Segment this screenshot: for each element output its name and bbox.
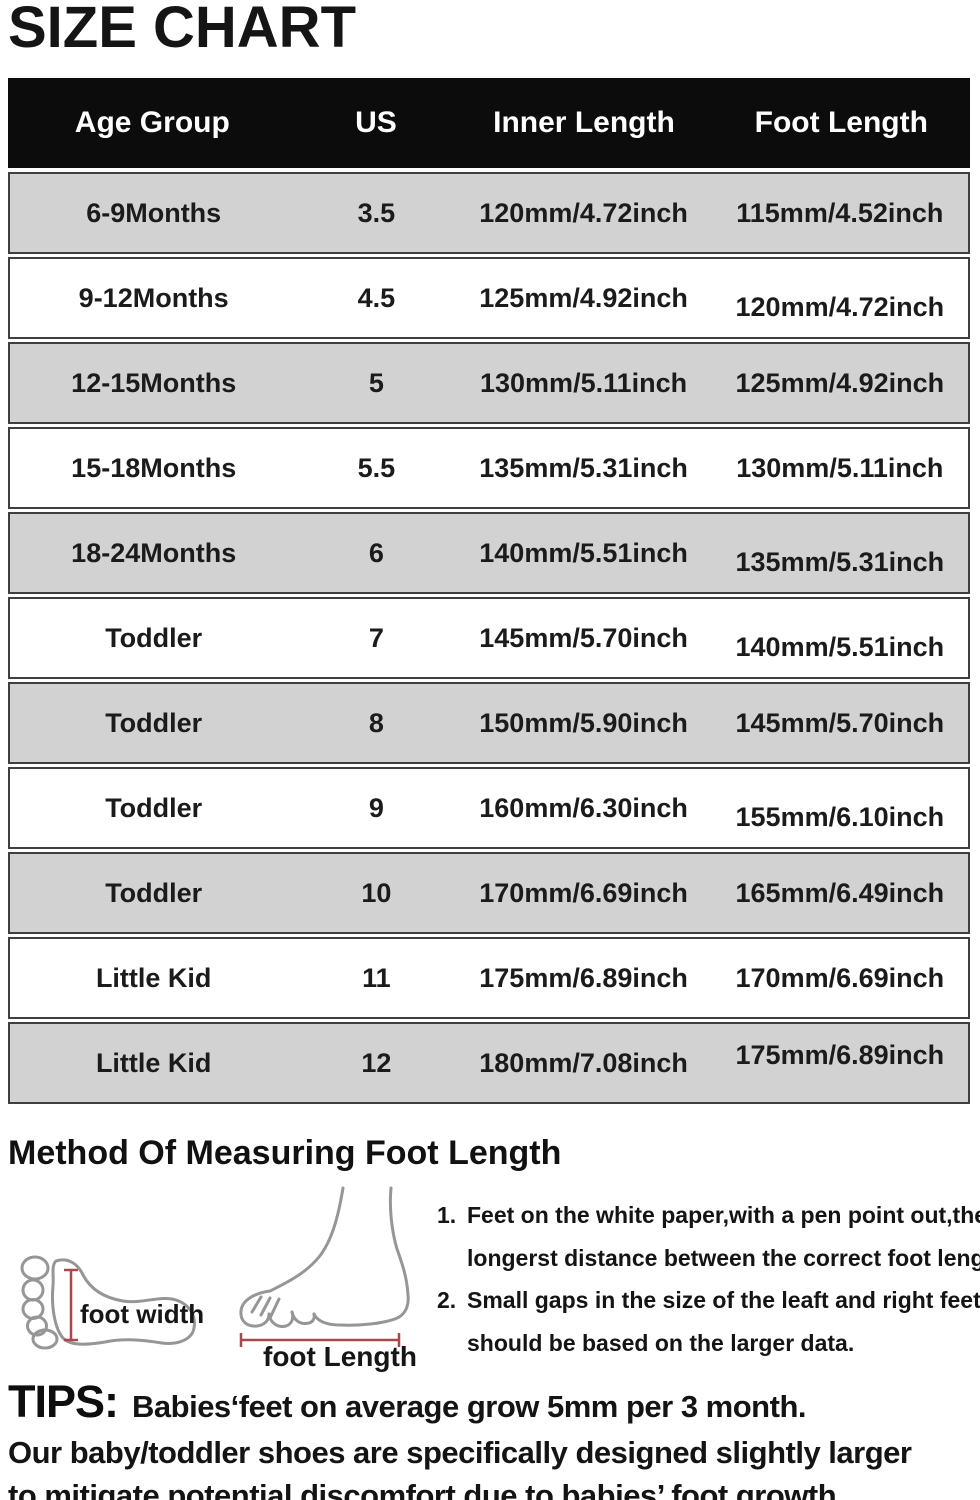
cell-age-group: Little Kid: [95, 1047, 212, 1078]
cell-inner-length: 120mm/4.72inch: [479, 197, 688, 228]
cell-age-group: Toddler: [105, 622, 203, 653]
cell-foot-length: 135mm/5.31inch: [735, 546, 945, 577]
column-header-inner-length: Inner Length: [493, 106, 675, 139]
cell-inner-length: 150mm/5.90inch: [479, 707, 688, 738]
table-row: Toddler 9 160mm/6.30inch 155mm/6.10inch: [8, 767, 970, 849]
cell-us-size: 3.5: [357, 197, 396, 228]
foot-length-label: foot Length: [263, 1341, 417, 1372]
step-2-line-2: should be based on the larger data.: [467, 1329, 855, 1356]
cell-inner-length: 135mm/5.31inch: [479, 452, 688, 483]
cell-us-size: 10: [361, 877, 392, 908]
tips-section: TIPS: Babies‘feet on average grow 5mm pe…: [8, 1376, 972, 1500]
cell-age-group: 6-9Months: [86, 197, 222, 228]
cell-foot-length: 120mm/4.72inch: [735, 291, 945, 322]
size-table-body: 6-9Months 3.5 120mm/4.72inch 115mm/4.52i…: [8, 172, 970, 1104]
cell-us-size: 6: [368, 537, 384, 568]
table-row: Toddler 10 170mm/6.69inch 165mm/6.49inch: [8, 852, 970, 934]
cell-age-group: 12-15Months: [71, 367, 237, 398]
column-header-foot-length: Foot Length: [754, 106, 928, 139]
cell-foot-length: 175mm/6.89inch: [735, 1039, 945, 1070]
step-1-line-2: longerst distance between the correct fo…: [467, 1244, 980, 1271]
size-table-header: Age Group US Inner Length Foot Length: [8, 78, 970, 168]
table-row: 12-15Months 5 130mm/5.11inch 125mm/4.92i…: [8, 342, 970, 424]
size-table: Age Group US Inner Length Foot Length 6-…: [8, 78, 970, 1107]
measuring-steps: 1. Feet on the white paper,with a pen poi…: [437, 1194, 980, 1364]
cell-foot-length: 165mm/6.49inch: [735, 877, 945, 908]
cell-age-group: Toddler: [105, 792, 203, 823]
cell-us-size: 7: [368, 622, 384, 653]
cell-foot-length: 155mm/6.10inch: [735, 801, 945, 832]
step-2-line-1: 2. Small gaps in the size of the leaft an…: [437, 1279, 980, 1322]
cell-age-group: Little Kid: [95, 962, 212, 993]
tips-first-line: TIPS: Babies‘feet on average grow 5mm pe…: [8, 1376, 972, 1428]
cell-inner-length: 140mm/5.51inch: [479, 537, 688, 568]
table-row: 15-18Months 5.5 135mm/5.31inch 130mm/5.1…: [8, 427, 970, 509]
measuring-section-heading: Method Of Measuring Foot Length: [8, 1134, 562, 1172]
tips-label: TIPS:: [8, 1376, 119, 1427]
column-header-age-group: Age Group: [74, 106, 230, 139]
foot-width-label: foot width: [80, 1299, 205, 1329]
tips-line-2: Our baby/toddler shoes are specifically …: [8, 1435, 912, 1470]
column-header-us: US: [355, 106, 397, 139]
cell-us-size: 5.5: [357, 452, 396, 483]
table-row: Little Kid 12 180mm/7.08inch 175mm/6.89i…: [8, 1022, 970, 1104]
cell-foot-length: 140mm/5.51inch: [735, 631, 945, 662]
cell-inner-length: 125mm/4.92inch: [479, 282, 688, 313]
table-row: Toddler 8 150mm/5.90inch 145mm/5.70inch: [8, 682, 970, 764]
tips-line-3: to mitigate potential discomfort due to …: [8, 1478, 837, 1500]
cell-age-group: Toddler: [105, 707, 203, 738]
cell-inner-length: 160mm/6.30inch: [479, 792, 688, 823]
cell-us-size: 8: [368, 707, 384, 738]
tips-line-1: Babies‘feet on average grow 5mm per 3 mo…: [132, 1389, 806, 1424]
table-row: 6-9Months 3.5 120mm/4.72inch 115mm/4.52i…: [8, 172, 970, 254]
step-1-number: 1.: [437, 1202, 457, 1228]
cell-foot-length: 130mm/5.11inch: [736, 452, 944, 483]
step-1-line-1: 1. Feet on the white paper,with a pen poi…: [437, 1194, 980, 1237]
cell-age-group: 18-24Months: [71, 537, 237, 568]
page-title: SIZE CHART: [8, 0, 356, 60]
cell-us-size: 11: [362, 962, 391, 993]
cell-inner-length: 170mm/6.69inch: [479, 877, 688, 908]
table-row: Toddler 7 145mm/5.70inch 140mm/5.51inch: [8, 597, 970, 679]
step-1-text: Feet on the white paper,with a pen point…: [467, 1202, 980, 1228]
cell-foot-length: 115mm/4.52inch: [736, 197, 944, 228]
step-2-number: 2.: [437, 1287, 457, 1313]
foot-width-diagram-icon: [20, 1255, 196, 1350]
cell-inner-length: 180mm/7.08inch: [479, 1047, 688, 1078]
cell-us-size: 12: [361, 1047, 392, 1078]
cell-age-group: Toddler: [105, 877, 203, 908]
cell-age-group: 9-12Months: [78, 282, 229, 313]
cell-us-size: 9: [368, 792, 384, 823]
cell-inner-length: 130mm/5.11inch: [480, 367, 688, 398]
cell-us-size: 4.5: [357, 282, 396, 313]
table-row: 9-12Months 4.5 125mm/4.92inch 120mm/4.72…: [8, 257, 970, 339]
cell-us-size: 5: [368, 367, 384, 398]
step-2-text: Small gaps in the size of the leaft and …: [467, 1287, 980, 1313]
foot-length-diagram-icon: [239, 1186, 410, 1347]
cell-inner-length: 145mm/5.70inch: [479, 622, 688, 653]
table-row: Little Kid 11 175mm/6.89inch 170mm/6.69i…: [8, 937, 970, 1019]
cell-foot-length: 170mm/6.69inch: [735, 962, 945, 993]
table-row: 18-24Months 6 140mm/5.51inch 135mm/5.31i…: [8, 512, 970, 594]
cell-age-group: 15-18Months: [71, 452, 237, 483]
cell-foot-length: 125mm/4.92inch: [735, 367, 945, 398]
cell-inner-length: 175mm/6.89inch: [479, 962, 688, 993]
cell-foot-length: 145mm/5.70inch: [735, 707, 945, 738]
